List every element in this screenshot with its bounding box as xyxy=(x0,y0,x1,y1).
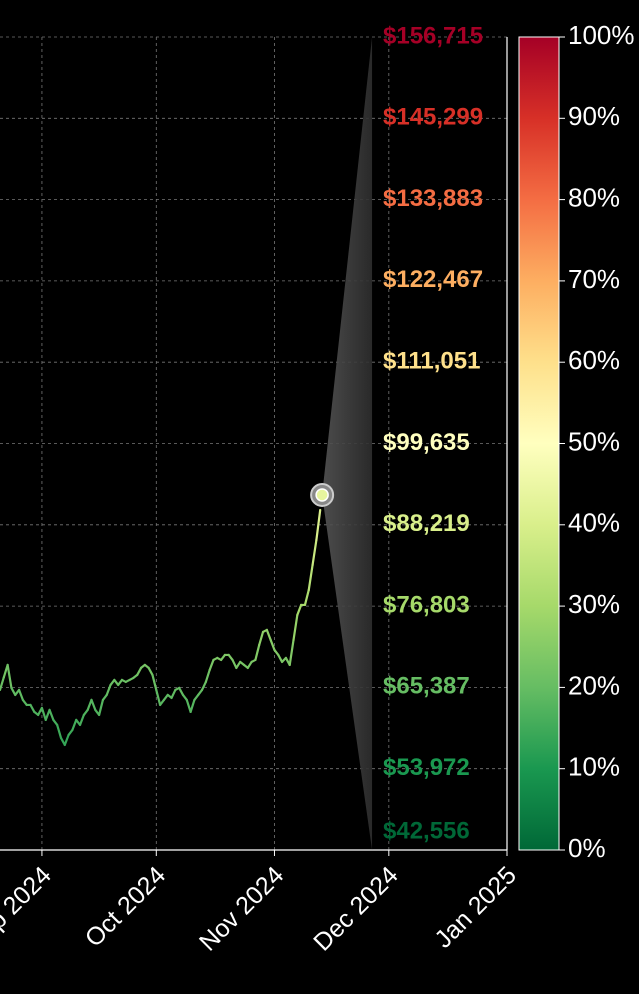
price-line xyxy=(246,660,253,670)
price-line xyxy=(277,653,284,664)
price-line xyxy=(71,718,78,732)
price-label: $88,219 xyxy=(383,510,470,537)
price-line xyxy=(86,698,93,712)
price-line xyxy=(147,666,154,677)
price-line xyxy=(56,723,63,740)
price-line xyxy=(10,686,17,697)
colorbar-tick-label: 60% xyxy=(568,345,620,375)
price-line xyxy=(315,508,322,542)
colorbar-tick-label: 30% xyxy=(568,589,620,619)
price-line xyxy=(178,686,185,697)
colorbar xyxy=(518,36,560,851)
price-line xyxy=(296,603,303,617)
price-line xyxy=(204,668,211,684)
price-line xyxy=(303,588,310,607)
price-line xyxy=(136,666,143,677)
x-tick-label: Nov 2024 xyxy=(194,861,290,957)
price-line xyxy=(292,613,299,642)
price-line xyxy=(269,638,276,652)
colorbar-tick-label: 40% xyxy=(568,508,620,538)
price-label: $65,387 xyxy=(383,673,470,700)
price-label: $133,883 xyxy=(383,185,483,212)
price-line xyxy=(78,713,85,727)
price-line xyxy=(0,676,5,692)
price-line xyxy=(258,630,265,647)
x-tick-label: Dec 2024 xyxy=(308,861,404,957)
price-label: $99,635 xyxy=(383,429,470,456)
price-line xyxy=(254,643,261,662)
x-tick-label: Sep 2024 xyxy=(0,861,57,957)
forecast-range xyxy=(322,37,373,850)
colorbar-tick-label: 100% xyxy=(568,20,635,50)
price-label: $76,803 xyxy=(383,591,470,618)
price-line xyxy=(44,708,51,722)
colorbar-tick-label: 70% xyxy=(568,264,620,294)
price-line xyxy=(185,698,192,714)
colorbar-tick-label: 20% xyxy=(568,670,620,700)
price-line xyxy=(6,663,13,690)
price-line xyxy=(235,660,242,670)
price-line xyxy=(200,680,207,692)
x-tick-label: Oct 2024 xyxy=(80,861,172,953)
x-tick-label: Jan 2025 xyxy=(429,861,522,954)
price-line xyxy=(265,628,272,642)
colorbar-tick-label: 90% xyxy=(568,101,620,131)
price-line xyxy=(105,683,112,697)
price-line xyxy=(98,698,105,717)
price-line xyxy=(17,688,24,702)
colorbar-tick-label: 10% xyxy=(568,752,620,782)
price-line xyxy=(29,703,36,714)
price-label: $122,467 xyxy=(383,266,483,293)
price-line xyxy=(170,688,177,700)
colorbar-tick-label: 0% xyxy=(568,833,606,863)
price-label: $156,715 xyxy=(383,22,483,49)
price-line xyxy=(307,563,314,592)
price-line xyxy=(40,706,47,722)
price-line xyxy=(155,688,162,707)
price-label: $111,051 xyxy=(383,348,480,375)
price-line xyxy=(151,673,158,692)
price-line xyxy=(63,733,70,747)
price-label: $42,556 xyxy=(383,817,470,844)
price-line xyxy=(48,708,55,722)
price-line xyxy=(311,538,318,567)
colorbar-tick-label: 80% xyxy=(568,182,620,212)
current-point xyxy=(315,488,329,502)
price-line xyxy=(288,638,295,667)
price-line xyxy=(189,698,196,714)
price-label: $145,299 xyxy=(383,104,483,131)
price-line xyxy=(231,658,238,670)
price-line xyxy=(90,698,97,712)
colorbar-tick-label: 50% xyxy=(568,426,620,456)
price-line xyxy=(208,658,215,672)
price-label: $53,972 xyxy=(383,754,470,781)
